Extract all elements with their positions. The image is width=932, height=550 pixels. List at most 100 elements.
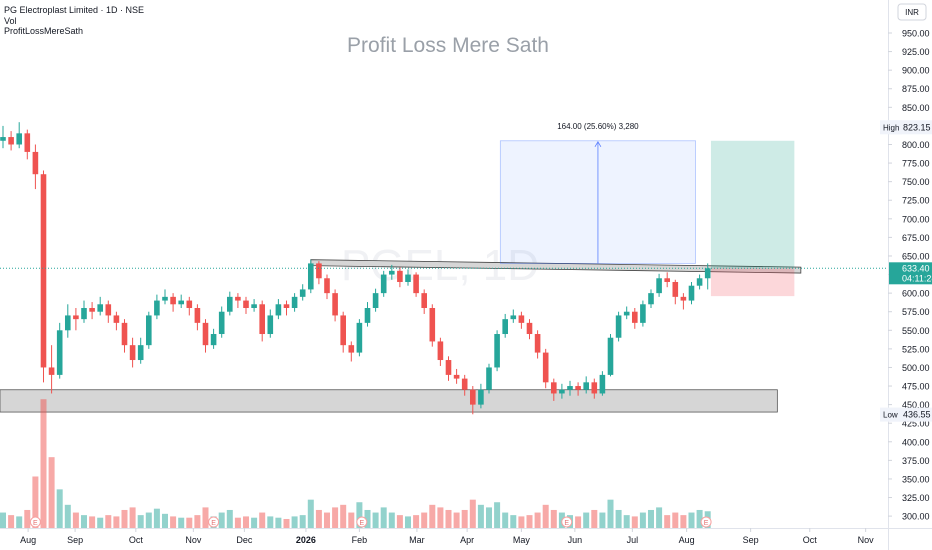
volume-bar [583, 512, 590, 528]
candle-body [194, 308, 201, 323]
x-tick-label: Nov [858, 535, 875, 545]
volume-bar [275, 517, 282, 528]
candle-body [267, 315, 274, 335]
volume-bar [97, 517, 104, 528]
volume-bar [80, 515, 87, 528]
y-tick-label: 950.00 [902, 29, 930, 39]
volume-bar [48, 457, 55, 528]
candle-body [664, 278, 670, 282]
y-tick-label: 325.00 [902, 493, 930, 503]
x-tick-label: 2026 [296, 535, 316, 545]
volume-bar [170, 516, 177, 528]
y-tick-label: 375.00 [902, 456, 930, 466]
candle-body [421, 293, 427, 308]
volume-bar [510, 515, 517, 528]
x-tick-label: Sep [743, 535, 759, 545]
candle-body [235, 296, 241, 301]
volume-bar [259, 512, 266, 528]
y-tick-label: 450.00 [902, 400, 930, 410]
y-tick-label: 800.00 [902, 140, 930, 150]
last-price-tag [889, 262, 932, 285]
plot: 164.00 (25.60%) 3,280 E E E E E [0, 122, 802, 528]
candle-body [348, 345, 355, 353]
y-tick-label: 900.00 [902, 66, 930, 76]
candle-body [8, 137, 14, 145]
volume-bar [550, 509, 557, 528]
candle-body [32, 151, 39, 175]
y-tick-label: 775.00 [902, 159, 930, 169]
candle-body [275, 304, 282, 316]
volume-bar [615, 509, 622, 528]
candle-body [113, 315, 120, 323]
candle-body [623, 311, 630, 316]
volume-bar [32, 476, 39, 528]
volume-bar [251, 517, 258, 528]
earnings-marker [700, 516, 712, 528]
x-tick-label: May [513, 535, 531, 545]
volume-bar [105, 515, 112, 528]
volume-bar [178, 517, 185, 528]
indicator-label: Vol [4, 16, 17, 26]
high-name-tag [880, 120, 902, 135]
earnings-label: E [359, 520, 364, 527]
candle-body [607, 337, 614, 375]
candle-body [283, 304, 290, 308]
volume-bar [307, 499, 314, 528]
candle-body [97, 304, 103, 312]
earnings-label: E [33, 520, 38, 527]
volume-bar [315, 509, 322, 528]
candle-body [299, 289, 306, 297]
candle-body [397, 270, 403, 282]
volume-bar [291, 516, 298, 528]
currency[interactable]: INR [905, 8, 919, 17]
candle-body [550, 382, 557, 394]
volume-bar [283, 518, 290, 528]
candle-body [56, 330, 63, 375]
volume-bar [364, 509, 371, 528]
y-tick-label: 525.00 [902, 344, 930, 354]
earnings-label: E [564, 520, 569, 527]
volume-bar [64, 504, 71, 528]
candle-body [105, 304, 112, 316]
candle-body [243, 300, 249, 308]
low-name: Low [883, 411, 898, 420]
y-tick-label: 575.00 [902, 307, 930, 317]
candle-body [89, 308, 95, 312]
candle-body [486, 367, 492, 390]
volume-bar [631, 516, 638, 528]
volume-bar [72, 512, 79, 528]
x-tick-label: Mar [409, 535, 425, 545]
candle-body [356, 322, 363, 353]
volume-bar [607, 499, 614, 528]
measure-arrowhead [594, 140, 602, 147]
y-tick-label: 600.00 [902, 289, 930, 299]
volume-bar [356, 502, 363, 528]
candle-body [81, 308, 87, 320]
volume-bar [445, 509, 452, 528]
candle-body [510, 315, 517, 320]
x-tick-label: Nov [185, 535, 202, 545]
x-tick-label: Oct [803, 535, 818, 545]
candle-body [340, 315, 346, 346]
earnings-marker [561, 516, 573, 528]
volume-bar [380, 507, 387, 528]
volume-bar [299, 515, 306, 528]
volume-bar [16, 516, 23, 528]
x-tick-label: Sep [67, 535, 83, 545]
candle-body [202, 322, 209, 346]
currency-box[interactable] [897, 3, 927, 21]
volume-bar [340, 504, 347, 528]
chart-title: PG Electroplast Limited · 1D · NSE [4, 5, 144, 15]
volume-bar [647, 509, 654, 528]
earnings-marker [29, 516, 41, 528]
volume-bar [202, 507, 209, 528]
candle-body [542, 352, 549, 383]
earnings-label: E [704, 520, 709, 527]
candle-body [575, 386, 581, 390]
volume-bar [656, 507, 663, 528]
candle-body [16, 133, 22, 145]
y-tick-label: 925.00 [902, 47, 930, 57]
y-tick-label: 425.00 [902, 419, 930, 429]
volume-bar [599, 512, 606, 528]
candle-body [405, 274, 411, 282]
